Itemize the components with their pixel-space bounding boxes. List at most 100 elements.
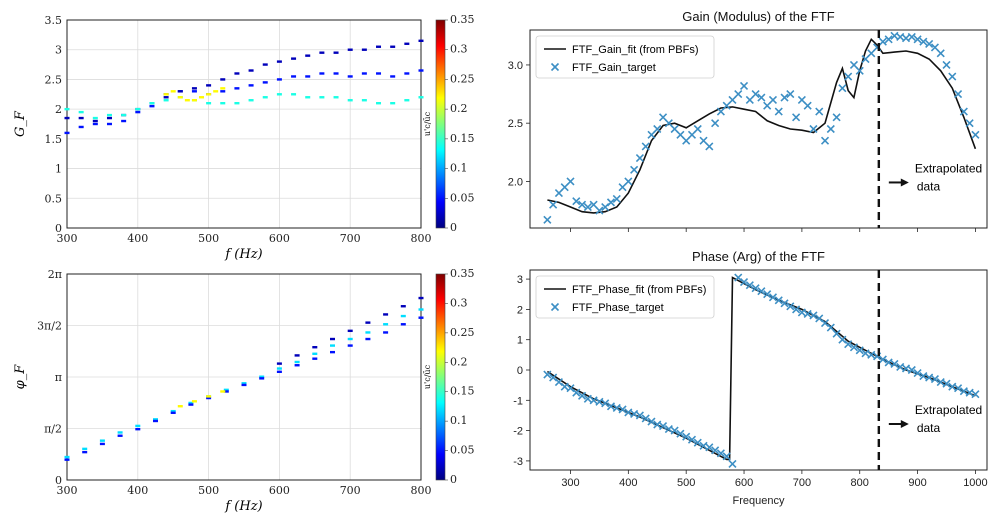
colorbar-tick-label: 0.2 [450, 102, 468, 115]
data-point [330, 344, 335, 347]
data-point [191, 90, 197, 93]
x-axis-label: f (Hz) [224, 499, 262, 514]
x-tick-label: 300 [57, 232, 78, 245]
target-marker [745, 281, 754, 290]
left-panel-2: 300 400 500 600 700 800 0 π/2 π 3π/2 2π f (Hz) φ_F 0 0… [13, 267, 475, 514]
colorbar-tick-label: 0.2 [450, 355, 468, 368]
data-point [220, 102, 226, 105]
data-point [213, 90, 219, 93]
legend-marker-swatch [550, 302, 560, 312]
legend-label-target: FTF_Gain_target [572, 62, 656, 74]
target-marker [890, 359, 899, 369]
target-marker [826, 124, 835, 134]
colorbar-tick-label: 0.1 [450, 162, 468, 175]
y-tick-label: 2 [55, 103, 62, 116]
target-marker [595, 397, 604, 406]
colorbar-tick-label: 0.3 [450, 43, 468, 56]
y-tick-label: 1 [55, 163, 62, 176]
data-point [153, 419, 158, 423]
fit-line [547, 37, 977, 214]
annotation-arrow-head [900, 420, 909, 428]
data-point [106, 113, 112, 117]
annotation-text-line-1: Extrapolated [915, 161, 982, 175]
data-point [376, 102, 382, 105]
data-point [276, 93, 282, 96]
target-marker [820, 136, 830, 145]
y-axis-label: G_F [13, 110, 28, 137]
annotation-text-line-1: Extrapolated [915, 403, 982, 417]
data-point [259, 377, 265, 380]
data-point [78, 116, 84, 120]
data-point [206, 93, 212, 96]
target-marker [815, 314, 824, 323]
x-tick-label: 400 [619, 477, 637, 489]
x-tick-label: 900 [908, 477, 926, 489]
target-marker [682, 432, 691, 441]
data-point [312, 346, 318, 349]
data-point [177, 405, 183, 408]
data-point [121, 119, 127, 123]
colorbar [435, 19, 446, 229]
target-marker [925, 373, 934, 382]
target-marker [930, 375, 940, 384]
target-marker [705, 443, 714, 452]
y-tick-label: 2.5 [45, 73, 63, 86]
target-marker [641, 142, 650, 151]
data-point [418, 308, 424, 311]
y-axis-label: φ_F [13, 364, 28, 390]
target-marker [630, 409, 639, 419]
target-marker [647, 417, 656, 426]
data-point [234, 87, 240, 90]
target-marker [919, 37, 928, 46]
target-marker [954, 89, 963, 99]
x-axis-label: Frequency [733, 495, 785, 507]
plot-frame [529, 29, 988, 229]
target-marker [878, 355, 887, 364]
colorbar-tick-label: 0.25 [450, 72, 475, 85]
target-marker [936, 49, 945, 58]
data-point [294, 364, 300, 367]
plot-frame [66, 19, 422, 229]
data-point [319, 96, 325, 99]
target-marker [751, 89, 760, 99]
data-point [78, 110, 84, 114]
colorbar-tick-label: 0.3 [450, 296, 468, 309]
target-marker [884, 35, 893, 44]
target-marker [936, 378, 945, 387]
target-marker [739, 81, 749, 90]
target-marker [901, 364, 911, 373]
data-point [404, 72, 410, 75]
x-tick-label: 800 [851, 477, 869, 489]
data-point [153, 418, 158, 421]
data-point [259, 375, 265, 378]
y-tick-label: 2.0 [508, 176, 523, 188]
target-marker [844, 72, 853, 81]
data-point [276, 362, 282, 365]
target-marker [815, 107, 824, 116]
data-point [291, 57, 297, 60]
data-point [135, 424, 141, 428]
target-marker [919, 371, 928, 381]
target-marker [780, 93, 789, 102]
target-marker [757, 93, 766, 102]
target-marker [572, 388, 581, 397]
target-marker [728, 459, 737, 469]
target-marker [653, 124, 662, 134]
colorbar-tick-label: 0.1 [450, 414, 468, 427]
colorbar-tick-label: 0 [450, 221, 457, 234]
target-marker [820, 318, 830, 328]
y-tick-label: -3 [513, 456, 523, 468]
target-marker [861, 349, 870, 358]
data-point [199, 96, 205, 99]
data-point [135, 427, 141, 431]
data-point [220, 78, 226, 81]
data-point [220, 90, 226, 93]
x-tick-label: 700 [340, 484, 361, 497]
target-marker [624, 408, 633, 417]
target-marker [844, 340, 853, 349]
target-marker [606, 402, 616, 411]
data-point [276, 370, 282, 374]
x-tick-label: 800 [411, 232, 432, 245]
data-point [241, 383, 247, 387]
x-tick-label: 700 [793, 477, 811, 489]
